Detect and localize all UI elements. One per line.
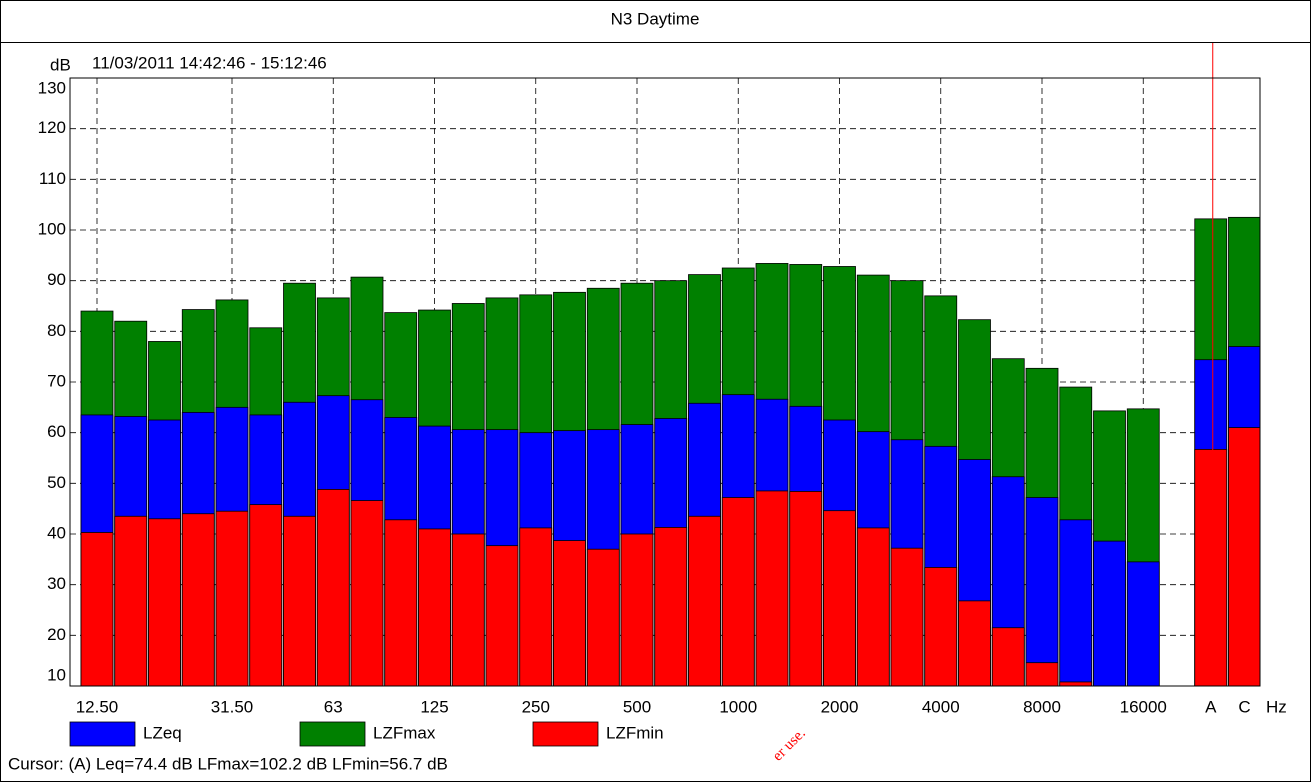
bar	[789, 491, 823, 686]
bar	[451, 533, 485, 686]
bar	[1228, 427, 1260, 686]
x-tick-label: 63	[324, 697, 343, 716]
legend-swatch	[299, 721, 366, 747]
x-tick-label: 8000	[1023, 697, 1061, 716]
bar	[316, 489, 350, 686]
x-tick-label: 500	[623, 697, 651, 716]
plot-frame	[69, 77, 1261, 687]
x-tick-label: 2000	[821, 697, 859, 716]
bar	[688, 515, 721, 686]
bar	[249, 504, 283, 686]
bar	[620, 533, 654, 686]
bar	[721, 497, 755, 686]
bars	[80, 216, 1260, 686]
bar	[1025, 662, 1059, 686]
x-tick-label: 4000	[922, 697, 960, 716]
cursor-text: Cursor: (A) Leq=74.4 dB LFmax=102.2 dB L…	[8, 754, 448, 773]
bar	[148, 518, 181, 686]
bar	[654, 527, 688, 686]
bar	[215, 510, 249, 686]
bar	[181, 513, 215, 686]
x-tick-label: 31.50	[211, 697, 254, 716]
y-axis-label: dB	[50, 55, 71, 74]
x-tick-label: 12.50	[76, 697, 119, 716]
bar	[553, 540, 586, 686]
bar	[350, 500, 384, 686]
y-tick-label: 120	[38, 118, 66, 137]
bar	[1059, 681, 1093, 686]
bar	[856, 527, 890, 686]
bar	[1126, 561, 1160, 686]
y-tick-label: 20	[47, 625, 66, 644]
bar	[586, 548, 620, 686]
bar	[958, 600, 991, 686]
y-tick-label: 60	[47, 422, 66, 441]
bar	[485, 545, 519, 686]
legend-label: LZFmax	[373, 723, 436, 742]
y-tick-label: 40	[47, 523, 66, 542]
x-tick-label: 125	[420, 697, 448, 716]
x-tick-label: 1000	[719, 697, 757, 716]
y-tick-label: 80	[47, 321, 66, 340]
x-tick-label: 16000	[1120, 697, 1167, 716]
y-tick-label: 100	[38, 219, 66, 238]
bar	[283, 515, 316, 686]
bar	[1059, 519, 1093, 686]
bar	[1025, 497, 1059, 686]
legend-swatch	[532, 721, 599, 747]
x-tick-label: A	[1205, 697, 1217, 716]
bar	[384, 519, 418, 686]
bar	[924, 567, 958, 686]
x-tick-label: C	[1238, 697, 1250, 716]
bar	[80, 532, 114, 686]
legend-label: LZeq	[143, 723, 182, 742]
bar	[890, 547, 924, 686]
y-tick-label: 30	[47, 574, 66, 593]
legend-label: LZFmin	[606, 723, 664, 742]
bar	[823, 510, 856, 686]
y-tick-label: 50	[47, 473, 66, 492]
bar	[519, 527, 553, 686]
bar	[114, 515, 148, 686]
y-tick-label: 70	[47, 371, 66, 390]
y-tick-label: 110	[39, 169, 66, 188]
bar	[991, 627, 1025, 686]
bar	[1194, 448, 1228, 686]
x-unit: Hz	[1266, 697, 1287, 716]
bar	[755, 490, 789, 686]
chart-title: N3 Daytime	[611, 9, 700, 28]
x-tick-label: 250	[522, 697, 550, 716]
y-tick-label: 130	[38, 78, 66, 97]
bar	[1093, 540, 1126, 686]
y-tick-label: 90	[47, 270, 66, 289]
bar	[418, 528, 451, 686]
subtitle: 11/03/2011 14:42:46 - 15:12:46	[92, 53, 327, 72]
legend-swatch	[69, 721, 136, 747]
y-tick-label: 10	[47, 665, 66, 684]
overlay: 10 20 30 40 50 60 70 80 90 100 110 120 130 12.50 31.50…	[38, 43, 1261, 747]
